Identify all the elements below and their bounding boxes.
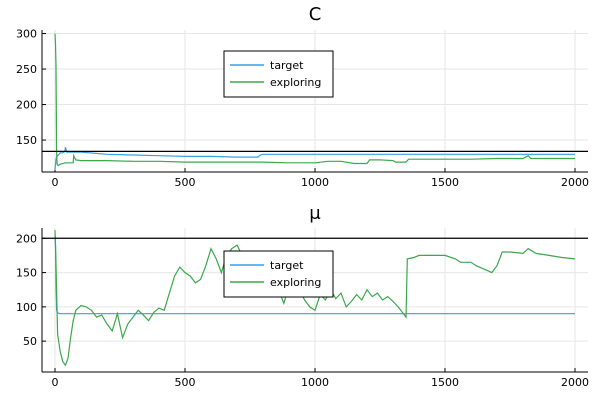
legend-label-exploring: exploring (270, 276, 321, 289)
chart-panel-2: 0 500 1000 1500 2000 50 100 150 200 μ target explor… (16, 203, 589, 389)
series-line-target (54, 147, 575, 170)
x-tick-label: 2000 (561, 376, 589, 389)
series-line-exploring (54, 33, 575, 167)
x-tick-label: 2000 (561, 176, 589, 189)
x-tick-label: 1000 (301, 176, 329, 189)
x-tick-label: 1500 (431, 376, 459, 389)
x-tick-label: 0 (52, 176, 59, 189)
y-tick-label: 150 (16, 134, 37, 147)
legend-box (223, 250, 334, 298)
y-tick-label: 200 (16, 232, 37, 245)
legend: target exploring (223, 50, 334, 98)
legend-box (223, 50, 334, 98)
x-tick-label: 1000 (301, 376, 329, 389)
x-tick-label: 500 (175, 176, 196, 189)
y-tick-label: 100 (16, 301, 37, 314)
y-tick-label: 50 (23, 335, 37, 348)
x-tick-label: 1500 (431, 176, 459, 189)
legend-label-target: target (270, 259, 304, 272)
chart-title: C (309, 4, 322, 25)
y-tick-label: 300 (16, 28, 37, 41)
y-tick-label: 200 (16, 99, 37, 112)
plot-area (42, 33, 588, 170)
x-tick-label: 500 (175, 376, 196, 389)
chart-title: μ (309, 203, 321, 224)
legend: target exploring (223, 250, 334, 298)
x-tick-label: 0 (52, 376, 59, 389)
legend-label-exploring: exploring (270, 76, 321, 89)
legend-label-target: target (270, 59, 304, 72)
y-tick-label: 250 (16, 63, 37, 76)
y-tick-label: 150 (16, 267, 37, 280)
